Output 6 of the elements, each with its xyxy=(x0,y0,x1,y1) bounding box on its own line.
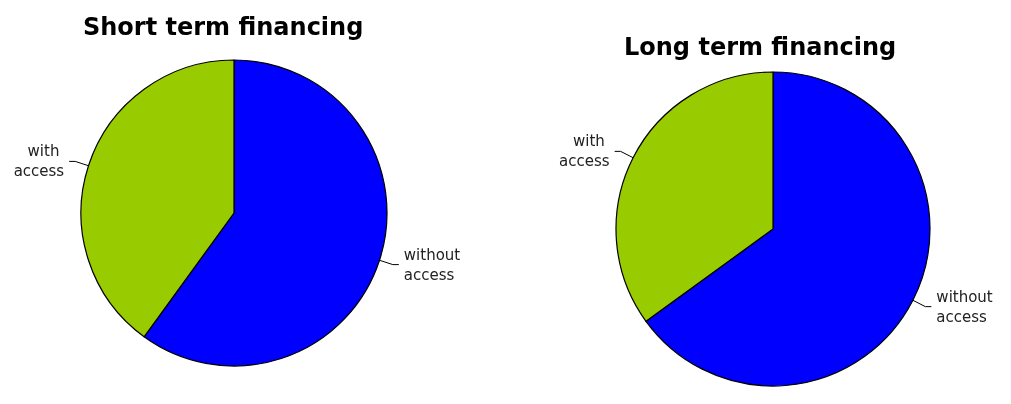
slice-label: without access xyxy=(936,287,998,326)
slice-label: with access xyxy=(13,142,65,181)
slice-label: with access xyxy=(559,132,610,171)
chart-title: Long term financing xyxy=(624,33,897,61)
chart-title: Short term financing xyxy=(83,13,364,41)
slice-label: without access xyxy=(403,245,465,284)
